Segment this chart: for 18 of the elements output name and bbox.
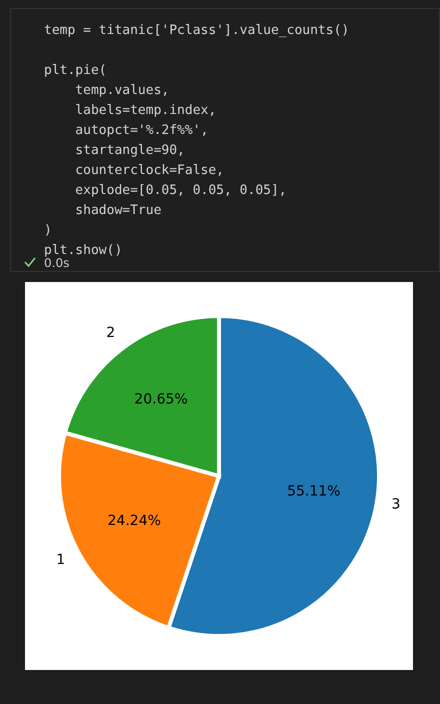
text: plt.pie( — [44, 63, 107, 78]
data-label: 20.65% — [134, 392, 188, 408]
text: shadow=True — [74, 203, 162, 218]
text: temp = titanic['Pclass'].value_counts() — [44, 23, 350, 38]
slice-label: 3 — [391, 496, 400, 513]
text: labels=temp.index, — [74, 103, 216, 118]
text: autopct='%.2f%%', — [74, 123, 208, 138]
text: plt.show() — [44, 243, 122, 258]
text: startangle=90, — [74, 143, 185, 158]
data-label: 24.24% — [108, 513, 161, 530]
text: 0.0s — [44, 256, 70, 270]
text: ) — [44, 223, 52, 238]
text: explode=[0.05, 0.05, 0.05], — [74, 183, 287, 198]
text: counterclock=False, — [74, 163, 224, 178]
text: temp.values, — [74, 83, 170, 98]
slice-label: 2 — [106, 325, 116, 342]
slice-label: 1 — [56, 552, 66, 568]
data-label: 55.11% — [287, 483, 340, 500]
